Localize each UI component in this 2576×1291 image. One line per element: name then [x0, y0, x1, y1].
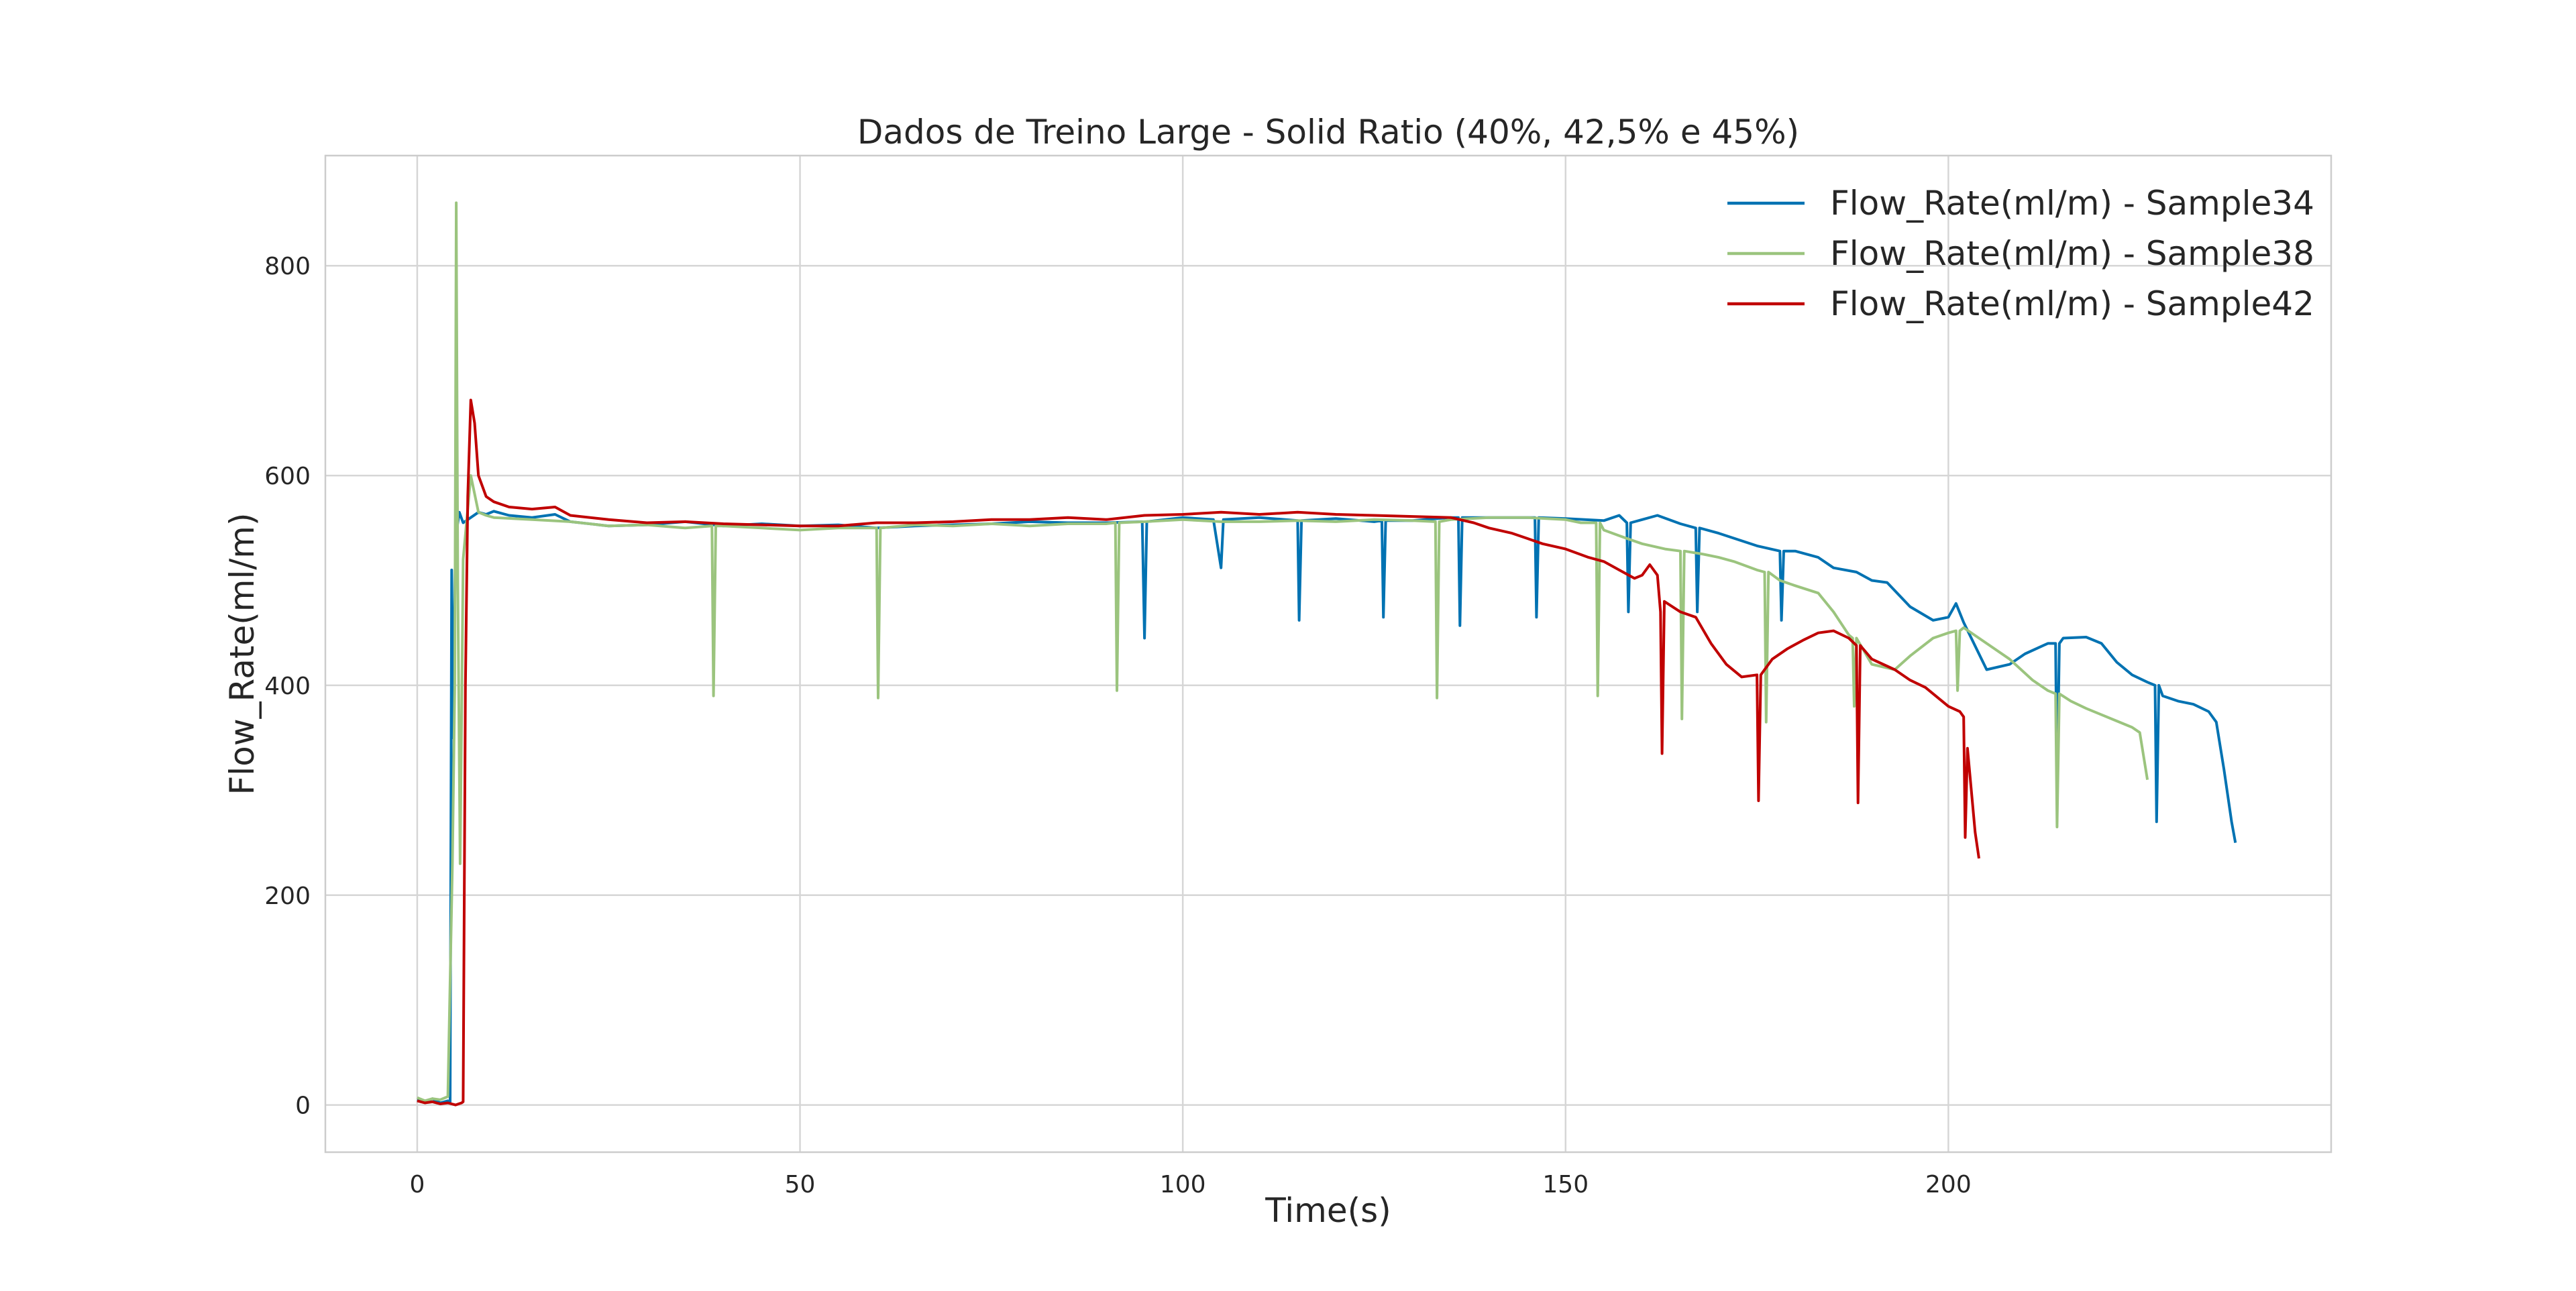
x-tick-label: 150 — [1542, 1171, 1589, 1198]
x-axis-label: Time(s) — [1265, 1191, 1391, 1230]
series-line-2 — [417, 201, 2149, 1103]
y-tick-label: 400 — [264, 673, 311, 700]
legend-label-1: Flow_Rate(ml/m) - Sample34 — [1830, 184, 2314, 223]
y-axis-label: Flow_Rate(ml/m) — [223, 513, 262, 795]
y-tick-label: 800 — [264, 253, 311, 280]
legend-label-2: Flow_Rate(ml/m) - Sample38 — [1830, 234, 2314, 273]
x-tick-label: 100 — [1160, 1171, 1206, 1198]
x-tick-label: 50 — [785, 1171, 816, 1198]
chart-title: Dados de Treino Large - Solid Ratio (40%… — [857, 113, 1799, 152]
legend-label-3: Flow_Rate(ml/m) - Sample42 — [1830, 284, 2314, 323]
grid — [325, 156, 2331, 1152]
series-line-3 — [417, 398, 1980, 1107]
legend: Flow_Rate(ml/m) - Sample34 Flow_Rate(ml/m… — [1727, 184, 2314, 323]
series-line-1 — [417, 510, 2237, 1105]
series-lines — [417, 201, 2237, 1107]
plot-frame — [324, 154, 2332, 1154]
tick-labels: 0 50 100 150 200 0 200 400 600 800 — [264, 253, 1971, 1198]
y-tick-label: 600 — [264, 463, 311, 490]
x-tick-label: 200 — [1925, 1171, 1972, 1198]
y-tick-label: 200 — [264, 883, 311, 910]
y-tick-label: 0 — [295, 1092, 311, 1120]
x-tick-label: 0 — [409, 1171, 425, 1198]
